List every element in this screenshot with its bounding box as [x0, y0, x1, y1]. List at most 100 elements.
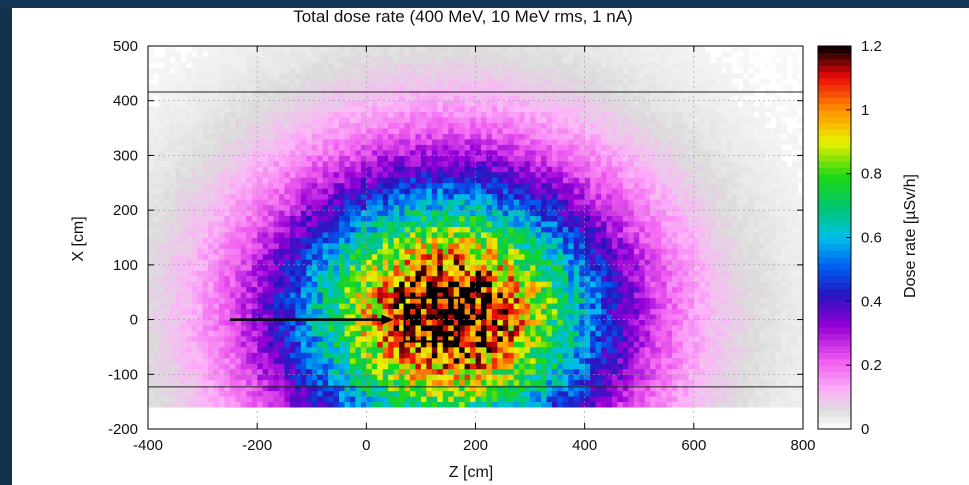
heatmap-cell	[742, 374, 749, 381]
heatmap-cell	[213, 270, 220, 277]
heatmap-cell	[535, 330, 542, 337]
heatmap-cell	[344, 242, 351, 249]
heatmap-cell	[579, 253, 586, 260]
heatmap-cell	[639, 232, 646, 238]
heatmap-cell	[371, 193, 378, 200]
heatmap-cell	[437, 385, 444, 392]
heatmap-cell	[224, 374, 231, 381]
heatmap-cell	[508, 275, 515, 282]
heatmap-cell	[360, 221, 367, 227]
heatmap-cell	[311, 221, 318, 227]
heatmap-cell	[169, 215, 176, 222]
heatmap-cell	[399, 281, 405, 288]
heatmap-cell	[300, 325, 307, 331]
heatmap-cell	[541, 193, 547, 200]
heatmap-cell	[393, 221, 400, 227]
heatmap-cell	[459, 352, 465, 359]
heatmap-cell	[191, 319, 198, 326]
heatmap-cell	[360, 396, 367, 403]
heatmap-cell	[355, 286, 362, 293]
heatmap-cell	[464, 204, 471, 211]
heatmap-cell	[682, 341, 689, 348]
heatmap-cell	[437, 319, 444, 326]
heatmap-cell	[399, 286, 405, 293]
heatmap-cell	[453, 188, 460, 195]
heatmap-cell	[197, 390, 203, 397]
heatmap-cell	[792, 401, 798, 408]
heatmap-cell	[770, 242, 777, 249]
heatmap-cell	[781, 385, 788, 392]
heatmap-cell	[579, 199, 586, 206]
heatmap-cell	[246, 396, 253, 403]
heatmap-cell	[557, 253, 564, 260]
heatmap-cell	[732, 368, 738, 375]
heatmap-cell	[295, 270, 302, 277]
heatmap-cell	[202, 363, 209, 370]
heatmap-cell	[759, 242, 766, 249]
heatmap-cell	[229, 330, 236, 337]
heatmap-cell	[191, 232, 198, 238]
heatmap-cell	[415, 308, 422, 315]
heatmap-cell	[349, 352, 356, 359]
heatmap-cell	[213, 193, 220, 200]
heatmap-cell	[513, 182, 520, 189]
heatmap-cell	[606, 253, 613, 260]
heatmap-cell	[251, 308, 258, 315]
heatmap-cell	[562, 352, 569, 359]
heatmap-cell	[633, 199, 640, 206]
heatmap-cell	[677, 221, 684, 227]
heatmap-cell	[355, 352, 362, 359]
heatmap-cell	[240, 308, 247, 315]
heatmap-cell	[644, 232, 651, 238]
heatmap-cell	[164, 390, 171, 397]
heatmap-cell	[148, 357, 154, 364]
heatmap-cell	[497, 253, 504, 260]
heatmap-cell	[273, 325, 280, 331]
heatmap-cell	[164, 232, 171, 238]
heatmap-cell	[622, 335, 629, 342]
heatmap-cell	[404, 270, 411, 277]
heatmap-cell	[584, 396, 591, 403]
heatmap-cell	[650, 232, 657, 238]
heatmap-cell	[284, 215, 291, 222]
heatmap-cell	[595, 210, 602, 217]
heatmap-cell	[415, 325, 422, 331]
heatmap-cell	[393, 303, 400, 310]
heatmap-cell	[688, 385, 695, 392]
heatmap-cell	[557, 341, 564, 348]
heatmap-cell	[535, 368, 542, 375]
heatmap-cell	[491, 396, 498, 403]
heatmap-cell	[202, 221, 209, 227]
heatmap-cell	[693, 401, 700, 408]
heatmap-cell	[355, 314, 362, 320]
heatmap-cell	[306, 253, 313, 260]
heatmap-cell	[399, 341, 405, 348]
heatmap-cell	[573, 264, 580, 271]
heatmap-cell	[737, 314, 744, 320]
heatmap-cell	[524, 242, 531, 249]
heatmap-cell	[448, 390, 455, 397]
heatmap-cell	[666, 314, 673, 320]
heatmap-cell	[311, 325, 318, 331]
heatmap-cell	[224, 275, 231, 282]
heatmap-cell	[349, 390, 356, 397]
heatmap-cell	[786, 374, 793, 381]
heatmap-cell	[355, 199, 362, 206]
heatmap-cell	[584, 297, 591, 304]
heatmap-cell	[191, 308, 198, 315]
heatmap-cell	[153, 226, 160, 233]
heatmap-cell	[590, 248, 596, 255]
heatmap-cell	[726, 226, 733, 233]
heatmap-cell	[349, 253, 356, 260]
heatmap-cell	[218, 264, 225, 271]
heatmap-cell	[235, 352, 242, 359]
heatmap-cell	[355, 193, 362, 200]
heatmap-cell	[240, 357, 247, 364]
heatmap-cell	[770, 308, 777, 315]
heatmap-cell	[764, 396, 771, 403]
heatmap-cell	[715, 308, 722, 315]
heatmap-cell	[530, 281, 536, 288]
heatmap-cell	[366, 242, 373, 249]
heatmap-cell	[360, 188, 367, 195]
heatmap-cell	[748, 297, 755, 304]
